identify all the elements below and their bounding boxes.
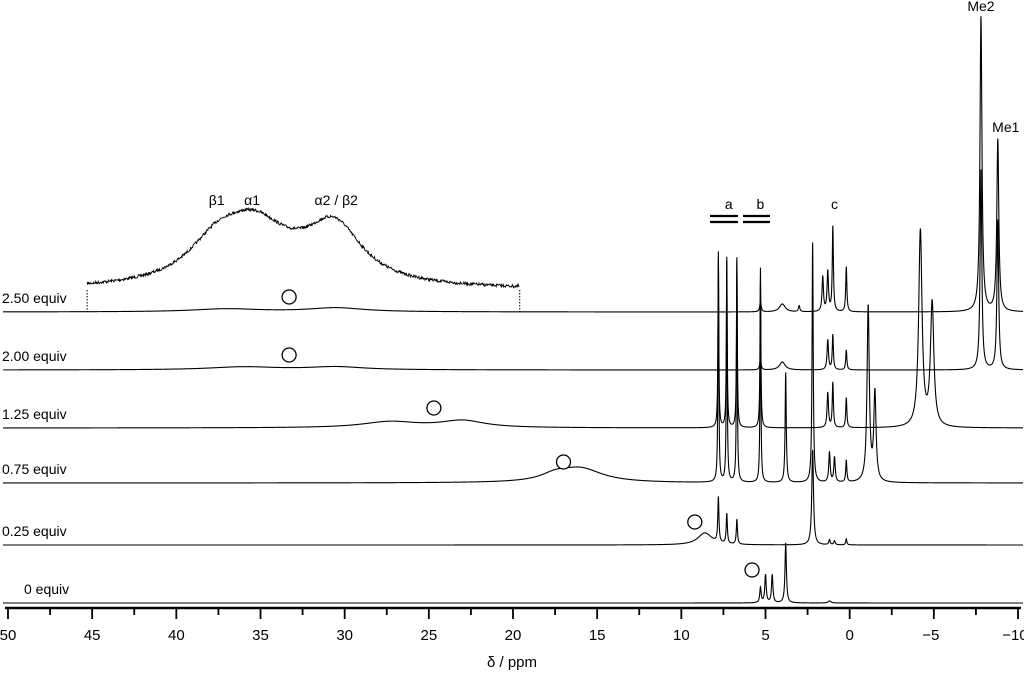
x-tick-label: 35 (252, 627, 269, 644)
observed-signal-marker (744, 562, 760, 578)
series-label: 0.75 equiv (2, 461, 67, 477)
inset-peak-label: α1 (244, 192, 260, 208)
peak-annotation: Me1 (992, 119, 1019, 135)
series-labels: 0 equiv 0.25 equiv 0.75 equiv 1.25 equiv 2.0… (2, 289, 760, 597)
spectrum-trace (2, 449, 1024, 546)
inset-peak-label: α2 / β2 (315, 192, 359, 208)
x-tick-label: 25 (420, 627, 437, 644)
x-tick-label: 20 (505, 627, 522, 644)
series-label: 1.25 equiv (2, 406, 67, 422)
inset-trace (86, 206, 520, 289)
spectra-traces (2, 16, 1024, 604)
series-label: 2.00 equiv (2, 348, 67, 364)
spectrum-trace (2, 228, 1024, 429)
observed-signal-marker (281, 289, 297, 305)
x-axis: 50 45 40 35 30 25 20 15 10 5 0 −5 −10 (0, 606, 1024, 644)
peak-annotations: a b c Me2 Me1 (710, 0, 1020, 224)
spectrum-trace (2, 242, 1024, 484)
series-label: 0.25 equiv (2, 523, 67, 539)
series-label: 0 equiv (24, 581, 69, 597)
observed-signal-marker (281, 347, 297, 363)
inset-expansion: β1 α1 α2 / β2 (86, 192, 521, 312)
x-tick-label: 30 (336, 627, 353, 644)
spectrum-trace (2, 16, 1024, 313)
peak-annotation: b (757, 196, 765, 212)
peak-annotation: c (831, 196, 838, 212)
x-tick-label: 0 (845, 627, 853, 644)
x-tick-label: 50 (0, 627, 16, 644)
x-tick-label: 45 (84, 627, 101, 644)
inset-peak-label: β1 (209, 192, 225, 208)
observed-signal-marker (426, 400, 442, 416)
x-tick-label: −5 (922, 627, 939, 644)
spectrum-trace (2, 169, 1024, 371)
observed-signal-marker (687, 514, 703, 530)
x-tick-label: 5 (761, 627, 769, 644)
x-axis-label: δ / ppm (487, 654, 537, 671)
peak-annotation: Me2 (967, 0, 994, 14)
spectrum-trace (2, 542, 1024, 604)
x-tick-label: −10 (1002, 627, 1024, 644)
x-tick-label: 15 (589, 627, 606, 644)
peak-annotation: a (725, 196, 733, 212)
x-tick-label: 40 (168, 627, 185, 644)
observed-signal-marker (555, 454, 572, 470)
x-tick-label: 10 (673, 627, 690, 644)
series-label: 2.50 equiv (2, 290, 67, 306)
